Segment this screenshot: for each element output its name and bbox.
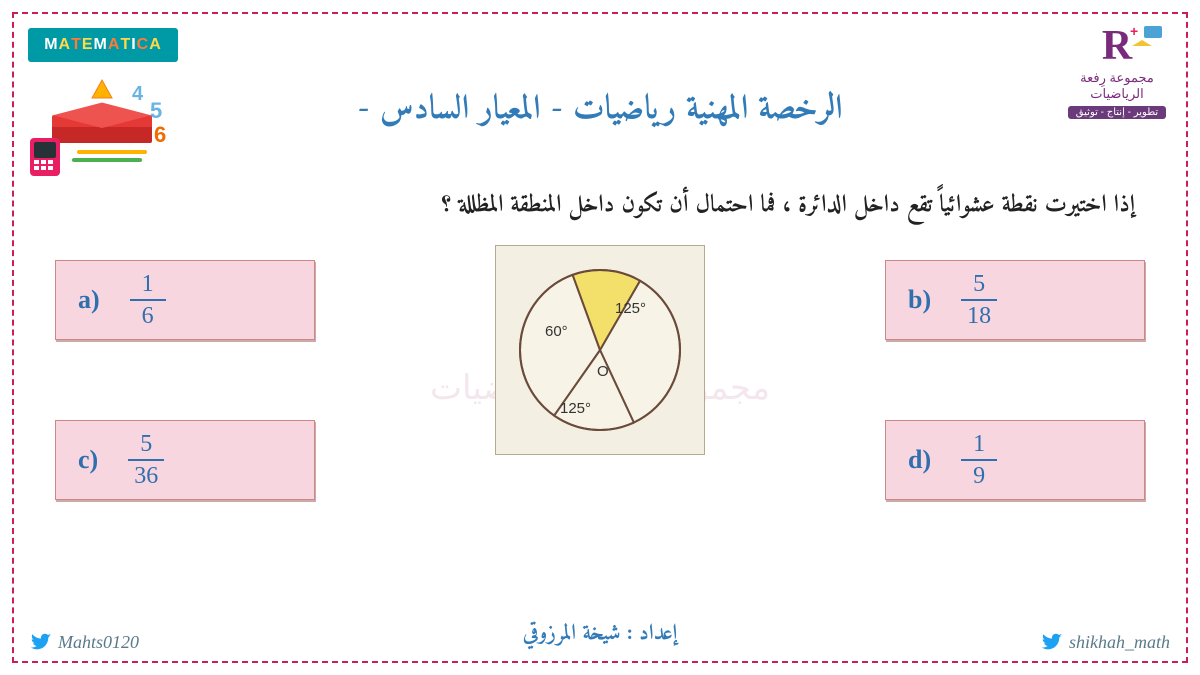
- handle-left-text: Mahts0120: [58, 632, 139, 653]
- option-a-label: a): [78, 285, 100, 315]
- twitter-handle-left: Mahts0120: [30, 631, 139, 653]
- twitter-icon: [30, 631, 52, 653]
- option-a-fraction: 16: [130, 271, 166, 330]
- brand-subtitle: مجموعة رِفعة الرياضيات: [1062, 70, 1172, 102]
- option-d[interactable]: d) 19: [885, 420, 1145, 500]
- twitter-icon: [1041, 631, 1063, 653]
- option-c[interactable]: c) 536: [55, 420, 315, 500]
- book-illustration: 4 5 6: [22, 70, 182, 180]
- pie-sector-label: O: [597, 363, 609, 380]
- pie-sector-label: 60°: [545, 323, 568, 340]
- twitter-handle-right: shikhah_math: [1041, 631, 1170, 653]
- option-c-label: c): [78, 445, 98, 475]
- author-credit: إعداد : شيخة المرزوقي: [523, 614, 678, 653]
- svg-text:6: 6: [154, 122, 166, 147]
- pie-figure: 125° 60° 125° O: [495, 245, 705, 455]
- brand-tag: تطوير - إنتاج - توثيق: [1068, 106, 1166, 119]
- option-a[interactable]: a) 16: [55, 260, 315, 340]
- option-c-fraction: 536: [128, 431, 164, 490]
- brand-logo: R + مجموعة رِفعة الرياضيات تطوير - إنتاج…: [1062, 22, 1172, 120]
- question-text: إذا اختيرت نقطة عشوائياً تقع داخل الدائر…: [65, 185, 1135, 227]
- pie-sector-label: 125°: [560, 400, 591, 417]
- option-d-fraction: 19: [961, 431, 997, 490]
- svg-text:+: +: [1130, 24, 1138, 39]
- pie-sector-label: 125°: [615, 300, 646, 317]
- svg-text:5: 5: [150, 98, 162, 123]
- brand-letter: R: [1102, 22, 1132, 70]
- page-title: الرخصة المهنية رياضيات - المعيار السادس …: [357, 80, 842, 140]
- handle-right-text: shikhah_math: [1069, 632, 1170, 653]
- option-d-label: d): [908, 445, 931, 475]
- option-b-fraction: 518: [961, 271, 997, 330]
- svg-text:4: 4: [132, 83, 144, 105]
- option-b-label: b): [908, 285, 931, 315]
- matematica-logo: MATEMATICA: [28, 28, 178, 62]
- option-b[interactable]: b) 518: [885, 260, 1145, 340]
